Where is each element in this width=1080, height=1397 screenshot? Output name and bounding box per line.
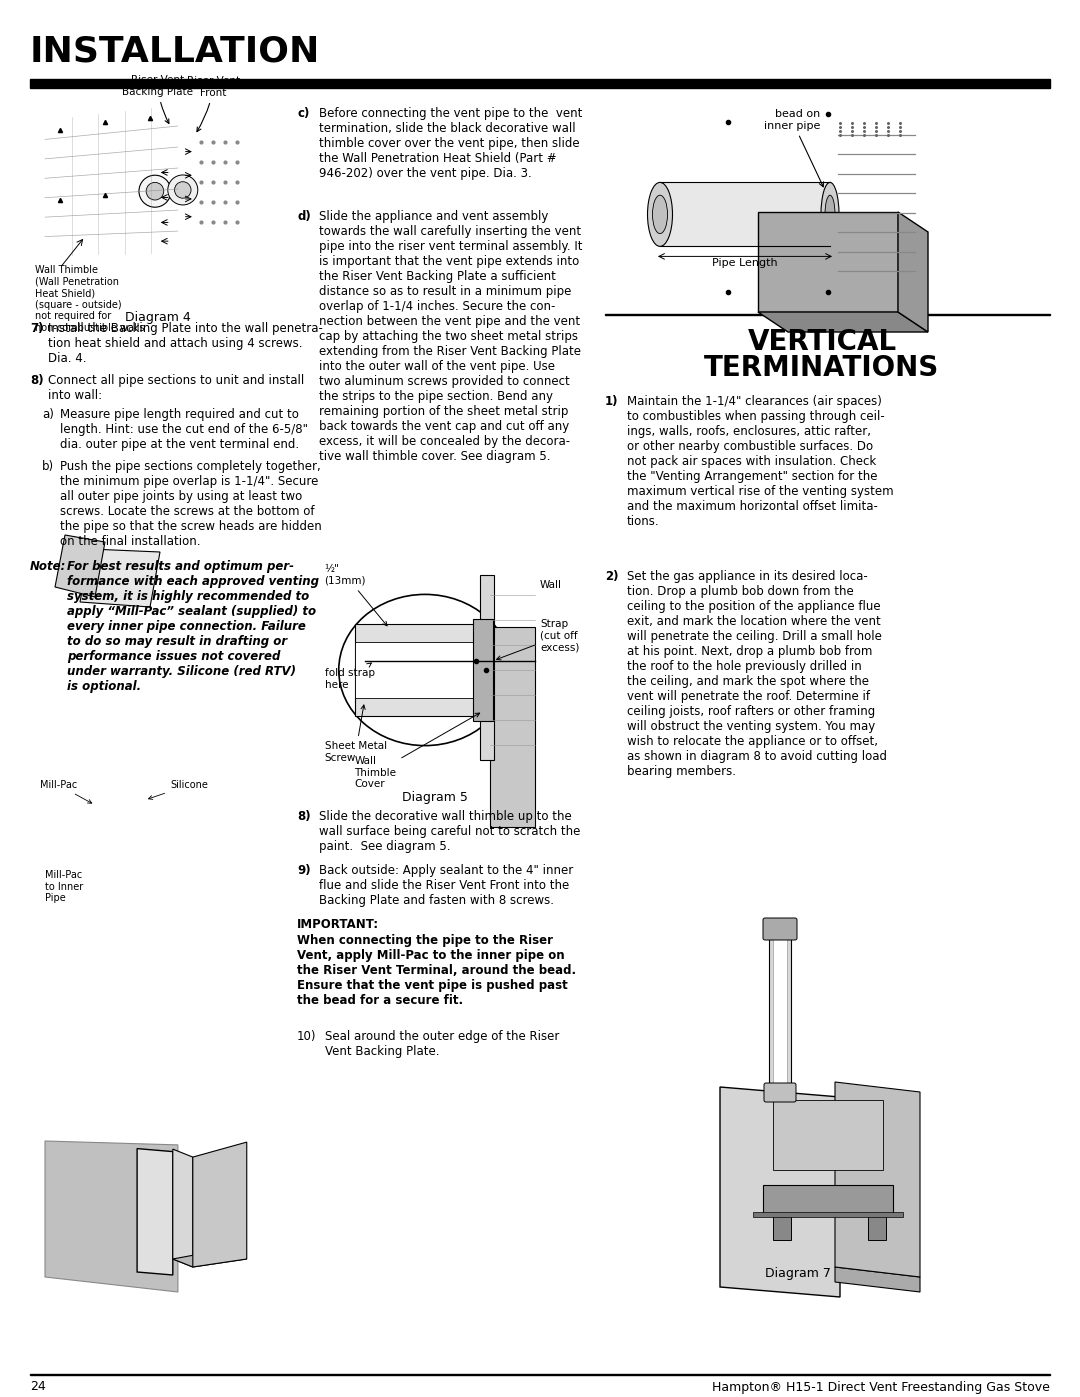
- Polygon shape: [80, 549, 160, 608]
- Text: ½"
(13mm): ½" (13mm): [325, 564, 387, 626]
- Bar: [769, 921, 791, 1085]
- Text: Push the pipe sections completely together,
the minimum pipe overlap is 1-1/4". : Push the pipe sections completely togeth…: [60, 460, 322, 548]
- Polygon shape: [173, 1249, 246, 1267]
- Ellipse shape: [825, 196, 835, 233]
- Text: Wall
Thimble
Cover: Wall Thimble Cover: [354, 712, 480, 789]
- Text: For best results and optimum per-
formance with each approved venting
system, it: For best results and optimum per- forman…: [67, 560, 319, 693]
- Text: Install the Backing Plate into the wall penetra-
tion heat shield and attach usi: Install the Backing Plate into the wall …: [48, 321, 323, 365]
- Text: Maintain the 1-1/4" clearances (air spaces)
to combustibles when passing through: Maintain the 1-1/4" clearances (air spac…: [627, 395, 893, 528]
- Bar: [762, 1185, 893, 1215]
- Text: 8): 8): [30, 374, 43, 387]
- Text: Before connecting the vent pipe to the  vent
termination, slide the black decora: Before connecting the vent pipe to the v…: [319, 108, 582, 180]
- Text: a): a): [42, 408, 54, 420]
- Circle shape: [175, 182, 191, 198]
- Text: 7): 7): [30, 321, 43, 335]
- Text: Note:: Note:: [30, 560, 66, 573]
- Circle shape: [167, 175, 198, 205]
- FancyBboxPatch shape: [762, 918, 797, 940]
- Text: c): c): [297, 108, 309, 120]
- Text: Diagram 5: Diagram 5: [402, 791, 468, 803]
- Text: Mill-Pac
to Inner
Pipe: Mill-Pac to Inner Pipe: [45, 870, 83, 904]
- Text: 2): 2): [605, 570, 619, 583]
- FancyBboxPatch shape: [764, 1083, 796, 1102]
- Bar: [773, 1099, 883, 1171]
- Bar: [773, 921, 787, 1085]
- Text: Silicone: Silicone: [149, 780, 207, 799]
- Bar: [480, 576, 494, 760]
- Polygon shape: [758, 212, 897, 312]
- Polygon shape: [193, 1143, 246, 1267]
- Ellipse shape: [652, 196, 667, 233]
- Text: Seal around the outer edge of the Riser
Vent Backing Plate.: Seal around the outer edge of the Riser …: [325, 1030, 559, 1058]
- Text: Diagram 7: Diagram 7: [765, 1267, 831, 1280]
- Bar: [753, 1213, 903, 1217]
- Polygon shape: [835, 1267, 920, 1292]
- Bar: [30, 1373, 1050, 1375]
- Text: Back outside: Apply sealant to the 4" inner
flue and slide the Riser Vent Front : Back outside: Apply sealant to the 4" in…: [319, 863, 573, 907]
- Polygon shape: [55, 535, 105, 597]
- Polygon shape: [45, 1141, 178, 1292]
- Text: When connecting the pipe to the Riser
Vent, apply Mill-Pac to the inner pipe on
: When connecting the pipe to the Riser Ve…: [297, 935, 576, 1007]
- Text: Wall Thimble
(Wall Penetration
Heat Shield)
(square - outside)
not required for
: Wall Thimble (Wall Penetration Heat Shie…: [35, 265, 145, 332]
- Text: 9): 9): [297, 863, 311, 877]
- Ellipse shape: [648, 183, 673, 246]
- Text: Slide the appliance and vent assembly
towards the wall carefully inserting the v: Slide the appliance and vent assembly to…: [319, 210, 582, 462]
- Ellipse shape: [821, 183, 839, 246]
- Text: INSTALLATION: INSTALLATION: [30, 35, 321, 68]
- Text: TERMINATIONS: TERMINATIONS: [704, 353, 940, 381]
- Text: Sheet Metal
Screw: Sheet Metal Screw: [325, 705, 387, 763]
- Polygon shape: [897, 212, 928, 332]
- Text: Mill-Pac: Mill-Pac: [40, 780, 92, 803]
- Text: bead on
inner pipe: bead on inner pipe: [764, 109, 823, 187]
- Bar: [605, 313, 1050, 314]
- Bar: [473, 619, 492, 721]
- Bar: [354, 624, 478, 717]
- Polygon shape: [137, 1148, 173, 1275]
- Polygon shape: [758, 312, 928, 332]
- Circle shape: [146, 183, 164, 200]
- Bar: [660, 183, 831, 246]
- Text: 10): 10): [297, 1030, 316, 1044]
- Text: Strap
(cut off
excess): Strap (cut off excess): [497, 619, 579, 659]
- Polygon shape: [720, 1087, 840, 1296]
- Text: Hampton® H15-1 Direct Vent Freestanding Gas Stove: Hampton® H15-1 Direct Vent Freestanding …: [712, 1380, 1050, 1393]
- Text: Measure pipe length required and cut to
length. Hint: use the cut end of the 6-5: Measure pipe length required and cut to …: [60, 408, 308, 451]
- Text: 1): 1): [605, 395, 619, 408]
- Text: Connect all pipe sections to unit and install
into wall:: Connect all pipe sections to unit and in…: [48, 374, 305, 402]
- Bar: [30, 80, 1050, 88]
- Polygon shape: [173, 1150, 193, 1267]
- Circle shape: [139, 175, 171, 207]
- Text: 24: 24: [30, 1380, 45, 1393]
- Polygon shape: [835, 1083, 920, 1277]
- Text: Riser Vent
Front: Riser Vent Front: [187, 77, 240, 131]
- Text: Riser Vent
Backing Plate: Riser Vent Backing Plate: [122, 75, 193, 123]
- Text: Pipe Length: Pipe Length: [712, 258, 778, 268]
- Text: Set the gas appliance in its desired loca-
tion. Drop a plumb bob down from the
: Set the gas appliance in its desired loc…: [627, 570, 887, 778]
- Bar: [354, 643, 478, 697]
- Text: IMPORTANT:: IMPORTANT:: [297, 918, 379, 930]
- Text: d): d): [297, 210, 311, 224]
- Text: Wall: Wall: [540, 580, 562, 590]
- Text: 8): 8): [297, 810, 311, 823]
- Text: Diagram 4: Diagram 4: [124, 310, 190, 324]
- Polygon shape: [490, 627, 535, 827]
- Bar: [773, 1215, 791, 1241]
- Text: fold strap
here: fold strap here: [325, 664, 375, 690]
- Text: b): b): [42, 460, 54, 474]
- Text: VERTICAL: VERTICAL: [747, 328, 896, 356]
- Text: Slide the decorative wall thimble up to the
wall surface being careful not to sc: Slide the decorative wall thimble up to …: [319, 810, 580, 854]
- Bar: [868, 1215, 886, 1241]
